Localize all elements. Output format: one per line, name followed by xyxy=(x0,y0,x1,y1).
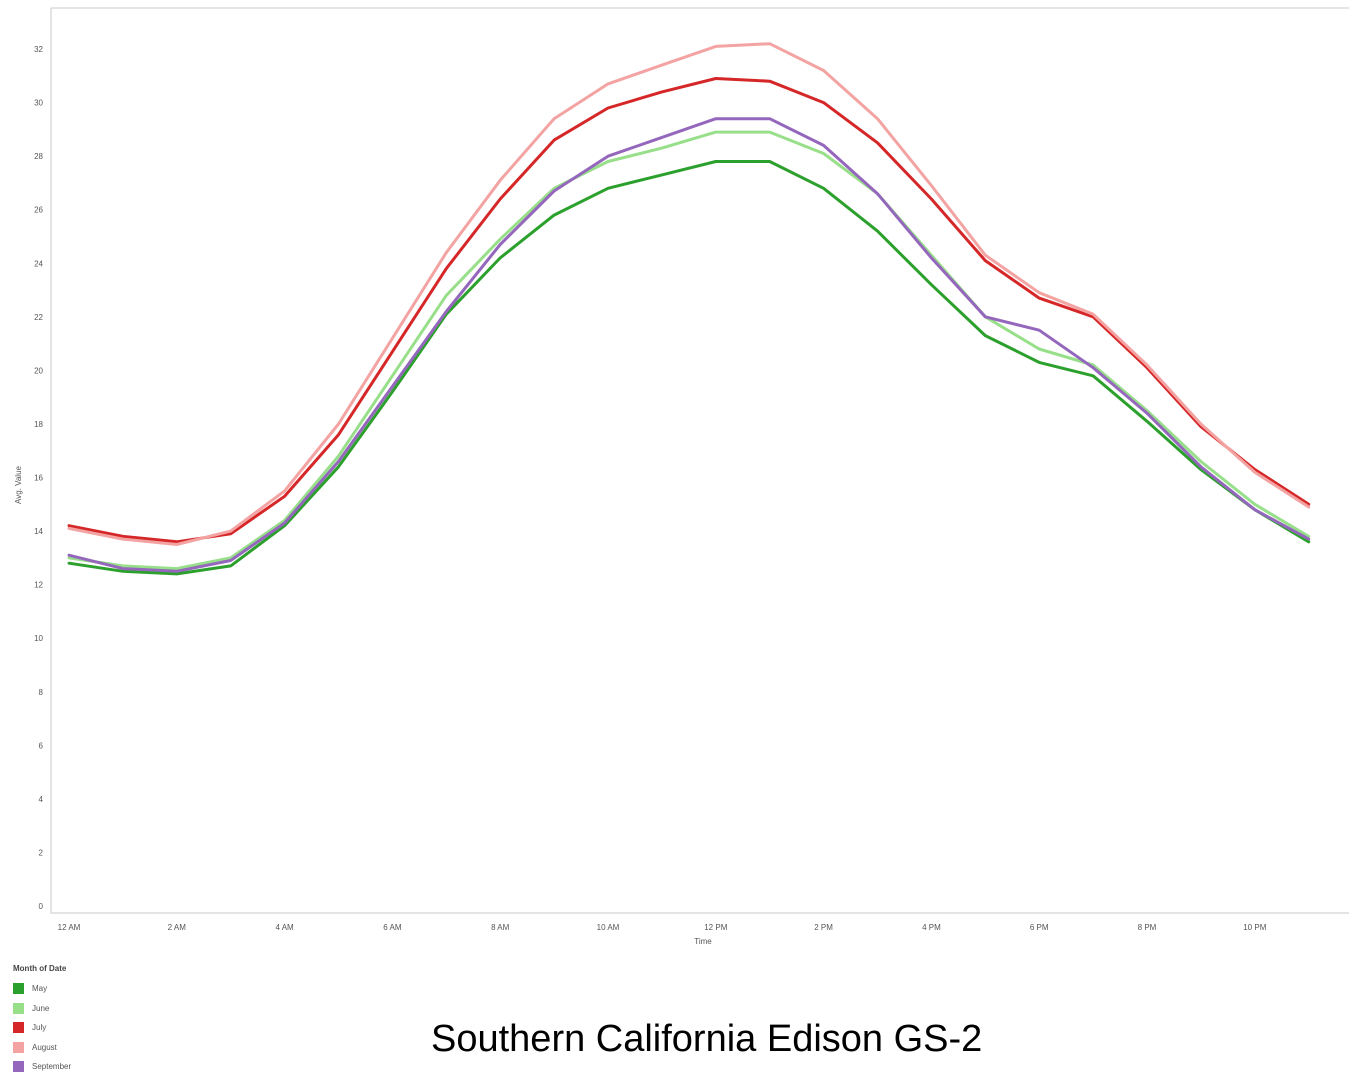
legend-swatch xyxy=(13,1002,24,1014)
x-tick-label: 8 AM xyxy=(491,923,510,932)
legend-label: September xyxy=(32,1062,72,1072)
legend-item-september: September xyxy=(13,1057,71,1077)
x-tick-label: 2 AM xyxy=(168,923,187,932)
legend-item-august: August xyxy=(13,1038,71,1058)
legend-item-july: July xyxy=(13,1018,71,1038)
y-tick-label: 10 xyxy=(34,634,43,643)
y-axis-title: Avg. Value xyxy=(14,465,23,504)
y-tick-label: 26 xyxy=(34,206,43,215)
x-tick-label: 10 PM xyxy=(1243,923,1266,932)
series-line-september xyxy=(67,117,1311,573)
y-tick-label: 32 xyxy=(34,45,43,54)
x-tick-label: 8 PM xyxy=(1138,923,1157,932)
y-tick-label: 12 xyxy=(34,581,43,590)
legend-label: June xyxy=(32,1003,50,1013)
plot-frame xyxy=(50,7,1349,914)
y-tick-label: 4 xyxy=(39,795,44,804)
x-tick-label: 12 PM xyxy=(704,923,727,932)
legend-item-may: May xyxy=(13,979,71,999)
x-tick-label: 4 PM xyxy=(922,923,941,932)
legend-swatch xyxy=(13,1061,24,1073)
legend-items: May June July August September xyxy=(13,979,71,1077)
legend-label: May xyxy=(32,984,48,994)
chart-caption: Southern California Edison GS-2 xyxy=(431,1018,983,1060)
series-line-june xyxy=(67,130,1311,571)
series-line-july xyxy=(67,77,1311,544)
x-tick-labels: 12 AM 2 AM 4 AM 6 AM 8 AM 10 AM 12 PM 2 PM 4 PM 6… xyxy=(58,923,1267,932)
legend-label: July xyxy=(32,1023,47,1033)
y-tick-label: 0 xyxy=(39,902,44,911)
y-tick-label: 8 xyxy=(39,688,44,697)
y-tick-label: 16 xyxy=(34,474,43,483)
y-tick-label: 22 xyxy=(34,313,43,322)
x-tick-label: 6 PM xyxy=(1030,923,1049,932)
legend: Month of Date May June July August September xyxy=(13,964,71,1077)
series-line-may xyxy=(67,160,1311,576)
x-tick-label: 4 AM xyxy=(275,923,294,932)
series-lines xyxy=(67,42,1311,576)
legend-swatch xyxy=(13,1041,24,1053)
legend-swatch xyxy=(13,1022,24,1034)
x-tick-label: 10 AM xyxy=(597,923,620,932)
legend-label: August xyxy=(32,1042,57,1052)
series-line-august xyxy=(67,42,1311,546)
y-tick-label: 28 xyxy=(34,152,43,161)
y-tick-label: 18 xyxy=(34,420,43,429)
x-tick-label: 2 PM xyxy=(814,923,833,932)
y-tick-label: 14 xyxy=(34,527,43,536)
y-tick-label: 2 xyxy=(39,848,44,857)
x-tick-label: 12 AM xyxy=(58,923,81,932)
axes xyxy=(50,7,1349,914)
x-axis-title: Time xyxy=(694,937,712,946)
y-tick-label: 30 xyxy=(34,99,43,108)
legend-swatch xyxy=(13,983,24,995)
legend-title: Month of Date xyxy=(13,964,67,973)
y-tick-label: 20 xyxy=(34,366,43,375)
y-tick-label: 24 xyxy=(34,259,43,268)
y-tick-label: 6 xyxy=(39,741,44,750)
legend-item-june: June xyxy=(13,999,71,1019)
x-tick-label: 6 AM xyxy=(383,923,402,932)
